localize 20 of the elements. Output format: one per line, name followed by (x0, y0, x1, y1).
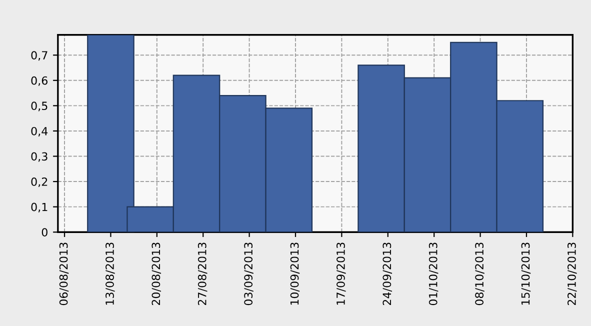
x-tick-label: 20/08/2013 (152, 242, 162, 306)
y-tick-label: 0,7 (31, 51, 48, 61)
y-tick-label: 0,2 (31, 178, 48, 188)
x-tick-label: 27/08/2013 (198, 242, 208, 306)
x-tick-label: 03/09/2013 (244, 242, 254, 306)
x-tick-label: 17/09/2013 (336, 242, 346, 305)
y-tick-label: 0,3 (31, 152, 48, 162)
y-tick-label: 0 (42, 228, 48, 236)
y-tick-label: 0,4 (31, 126, 48, 136)
x-tick-label: 08/10/2013 (475, 242, 484, 306)
x-tick-label: 13/08/2013 (106, 242, 115, 305)
x-tick-label: 15/10/2013 (521, 242, 531, 305)
x-tick-label: 06/08/2013 (59, 242, 69, 306)
y-tick-label: 0,1 (31, 202, 48, 212)
y-tick-label: 0,6 (31, 76, 48, 86)
x-tick-label: 10/09/2013 (290, 242, 300, 305)
y-tick-label: 0,5 (31, 102, 48, 112)
x-tick-label: 24/09/2013 (382, 242, 392, 306)
x-tick-label: 01/10/2013 (428, 242, 438, 306)
x-tick-label: 22/10/2013 (568, 242, 577, 306)
